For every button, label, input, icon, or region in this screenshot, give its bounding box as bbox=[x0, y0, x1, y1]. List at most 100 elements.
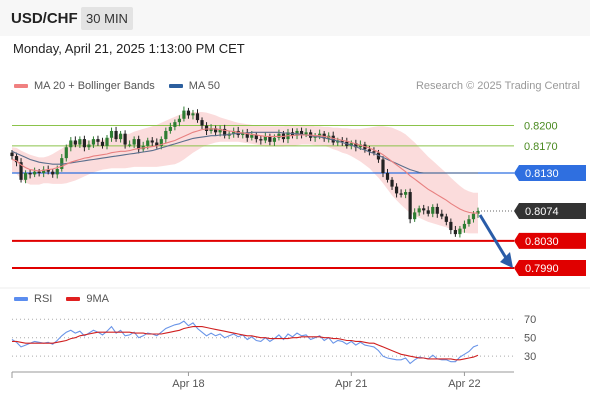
candle-body bbox=[458, 228, 462, 235]
level-tag-0.8030 bbox=[514, 232, 586, 249]
candle-body bbox=[200, 120, 204, 126]
rsi-legend: RSI 9MA bbox=[14, 293, 123, 305]
candle-body bbox=[340, 140, 344, 142]
candle-body bbox=[186, 110, 191, 116]
candle-body bbox=[277, 133, 281, 138]
candle-body bbox=[51, 171, 55, 175]
candle-body bbox=[73, 140, 77, 145]
rsi-tick-label: 70 bbox=[524, 314, 536, 326]
candle-body bbox=[96, 139, 100, 142]
candle-body bbox=[259, 139, 263, 141]
candle-body bbox=[182, 110, 186, 119]
candle-body bbox=[453, 230, 457, 235]
candle-body bbox=[132, 139, 136, 145]
candle-body bbox=[28, 173, 32, 175]
candle-body bbox=[100, 141, 105, 146]
candle-body bbox=[440, 213, 444, 217]
level-tag-0.8130 bbox=[514, 165, 586, 182]
candle-body bbox=[87, 144, 91, 148]
candle-body bbox=[218, 128, 222, 133]
candle-body bbox=[164, 130, 168, 140]
main-legend: MA 20 + Bollinger Bands MA 50 bbox=[14, 80, 234, 92]
candle-body bbox=[55, 168, 59, 175]
candle-body bbox=[19, 162, 23, 180]
candle-body bbox=[223, 128, 227, 136]
candle-body bbox=[318, 133, 322, 137]
candle-body bbox=[385, 173, 390, 180]
candle-body bbox=[150, 140, 154, 143]
candle-body bbox=[272, 137, 277, 142]
candle-body bbox=[304, 132, 308, 135]
rsi-ma-swatch bbox=[66, 297, 81, 301]
candle-body bbox=[381, 159, 385, 174]
candle-body bbox=[64, 147, 68, 159]
candle-body bbox=[10, 152, 14, 157]
forecast-arrow-shaft bbox=[478, 214, 508, 259]
candle-body bbox=[78, 139, 82, 145]
candle-body bbox=[245, 132, 249, 138]
candle-body bbox=[236, 130, 240, 136]
candle-body bbox=[204, 125, 209, 131]
level-label-0.8130: 0.8130 bbox=[525, 168, 559, 180]
candle-body bbox=[137, 139, 141, 150]
rsi-tick-label: 30 bbox=[524, 351, 536, 363]
chart-header: USD/CHF 30 MIN bbox=[0, 0, 590, 36]
ma20-legend-label: MA 20 + Bollinger Bands bbox=[34, 80, 155, 92]
candle-body bbox=[254, 135, 258, 140]
symbol-title: USD/CHF bbox=[11, 10, 78, 27]
rsi-ma-legend-label: 9MA bbox=[86, 293, 109, 305]
candle-body bbox=[232, 130, 236, 134]
candle-body bbox=[14, 156, 19, 163]
candle-body bbox=[250, 135, 254, 138]
candle-body bbox=[213, 128, 218, 133]
candle-body bbox=[91, 139, 96, 145]
x-tick-label: Apr 22 bbox=[448, 378, 480, 390]
level-label-0.7990: 0.7990 bbox=[525, 263, 559, 275]
candle-body bbox=[37, 171, 41, 174]
candle-body bbox=[146, 140, 150, 146]
candle-body bbox=[349, 143, 353, 146]
candle-body bbox=[195, 113, 200, 121]
ma50-swatch bbox=[168, 84, 183, 88]
candle-body bbox=[408, 192, 412, 220]
candle-body bbox=[209, 128, 213, 131]
candle-body bbox=[82, 139, 86, 148]
candle-body bbox=[313, 136, 317, 138]
candle-body bbox=[444, 216, 448, 222]
candle-body bbox=[23, 173, 28, 180]
candle-body bbox=[114, 130, 118, 140]
timestamp: Monday, April 21, 2025 1:13:00 PM CET bbox=[13, 41, 245, 56]
level-label-0.8170: 0.8170 bbox=[524, 141, 558, 153]
candle-body bbox=[299, 130, 304, 135]
candle-body bbox=[431, 206, 435, 214]
candle-body bbox=[123, 133, 127, 145]
ma20-swatch bbox=[14, 84, 28, 88]
candle-body bbox=[109, 130, 114, 138]
candle-body bbox=[354, 143, 358, 148]
timeframe-badge[interactable]: 30 MIN bbox=[81, 7, 133, 30]
candle-body bbox=[422, 208, 426, 211]
bollinger-band bbox=[12, 112, 478, 234]
candle-body bbox=[404, 192, 408, 195]
candle-body bbox=[471, 213, 476, 220]
ma50-legend-label: MA 50 bbox=[188, 80, 220, 92]
level-tag-0.8074 bbox=[514, 203, 586, 220]
candle-body bbox=[399, 193, 403, 195]
candle-body bbox=[426, 210, 430, 214]
candle-body bbox=[268, 136, 272, 142]
level-label-0.8030: 0.8030 bbox=[525, 236, 559, 248]
candle-body bbox=[118, 133, 123, 140]
forecast-arrow-head bbox=[500, 252, 513, 269]
x-tick-label: Apr 18 bbox=[172, 378, 204, 390]
candle-body bbox=[155, 142, 159, 146]
candle-body bbox=[128, 144, 132, 146]
rsi-swatch bbox=[14, 297, 28, 301]
candle-body bbox=[46, 169, 50, 172]
candle-body bbox=[105, 137, 109, 146]
candle-body bbox=[462, 223, 467, 229]
candle-body bbox=[331, 135, 335, 143]
ma20-line bbox=[11, 128, 478, 214]
candle-body bbox=[177, 118, 181, 123]
candle-body bbox=[241, 132, 245, 136]
